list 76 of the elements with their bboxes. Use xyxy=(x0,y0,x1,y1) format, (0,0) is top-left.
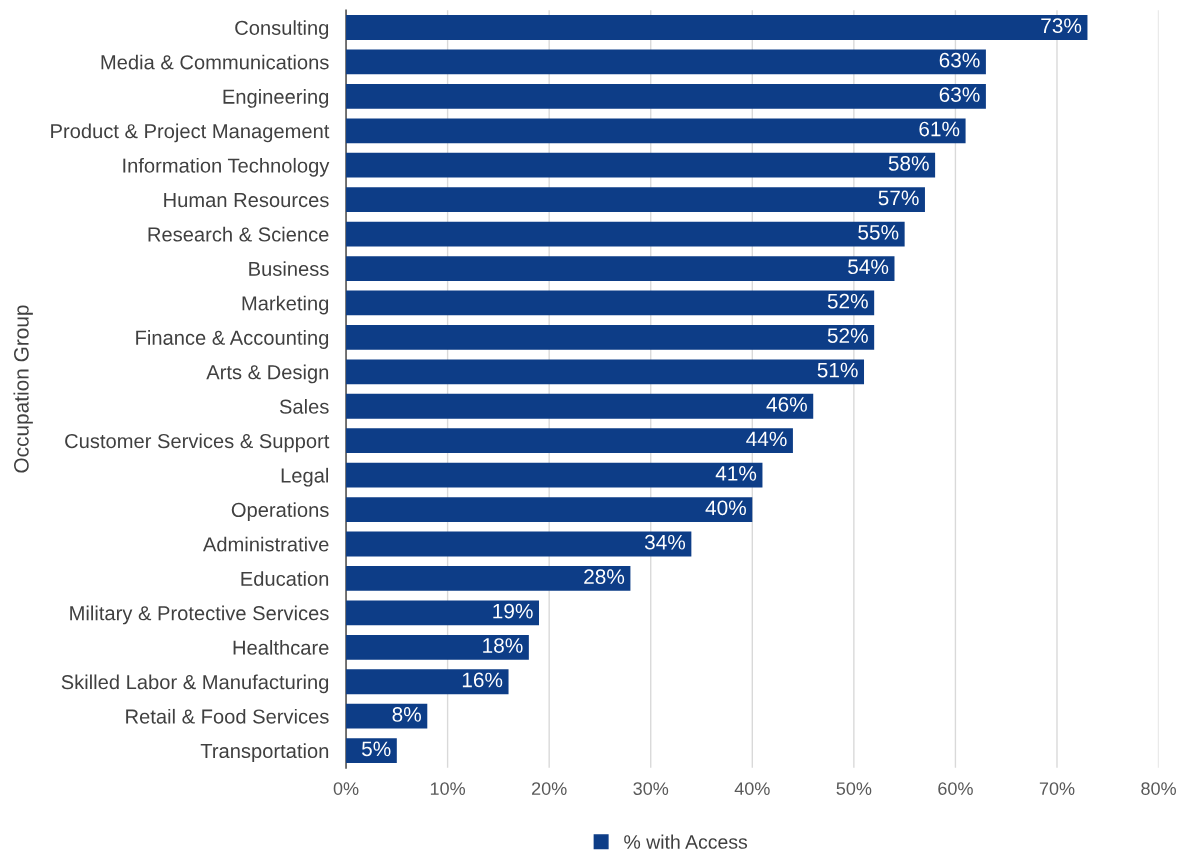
data-label: 16% xyxy=(462,672,503,688)
x-tick-label: 10% xyxy=(430,782,466,795)
bar xyxy=(346,187,925,213)
bar xyxy=(346,428,793,454)
data-label: 5% xyxy=(361,741,391,757)
x-tick-label: 0% xyxy=(333,782,359,795)
x-tick-label: 70% xyxy=(1039,782,1075,795)
bar xyxy=(346,566,631,591)
data-label: 55% xyxy=(858,225,899,240)
y-tick-label: Military & Protective Services xyxy=(70,605,329,625)
x-tick-label: 50% xyxy=(836,782,872,795)
y-tick-label: Sales xyxy=(279,398,329,414)
bar xyxy=(346,359,865,385)
data-label: 46% xyxy=(766,397,807,412)
data-label: 58% xyxy=(888,156,929,171)
bar xyxy=(346,152,936,178)
data-label: 51% xyxy=(817,362,858,378)
data-label: 57% xyxy=(878,190,919,206)
y-tick-label: Finance & Accounting xyxy=(136,330,329,349)
bar xyxy=(346,118,966,144)
data-label: 40% xyxy=(705,500,746,516)
bar xyxy=(346,256,895,281)
y-tick-label: Marketing xyxy=(242,295,329,315)
y-tick-label: Transportation xyxy=(200,743,329,763)
y-tick-label: Research & Science xyxy=(148,226,329,242)
data-label: 54% xyxy=(848,259,889,275)
y-axis-title: Occupation Group xyxy=(13,305,33,473)
y-tick-label: Healthcare xyxy=(233,640,329,655)
bar xyxy=(346,531,692,557)
bar xyxy=(346,290,875,316)
bar xyxy=(346,325,875,350)
y-tick-label: Engineering xyxy=(223,89,329,108)
bar xyxy=(346,462,763,488)
y-tick-label: Product & Project Management xyxy=(51,123,330,143)
y-tick-label: Operations xyxy=(231,502,329,522)
data-label: 52% xyxy=(827,328,868,343)
data-label: 28% xyxy=(584,569,625,585)
bar xyxy=(346,15,1088,40)
y-tick-label: Administrative xyxy=(202,536,329,552)
y-tick-label: Retail & Food Services xyxy=(126,708,329,724)
y-tick-label: Arts & Design xyxy=(206,364,329,384)
y-tick-label: Human Resources xyxy=(164,193,329,208)
data-label: 52% xyxy=(827,293,868,309)
bar xyxy=(346,497,753,522)
y-tick-label: Education xyxy=(241,571,329,586)
y-tick-label: Skilled Labor & Manufacturing xyxy=(61,674,329,694)
data-label: 63% xyxy=(939,87,980,102)
data-label: 61% xyxy=(919,121,960,137)
bar xyxy=(346,703,428,729)
bar xyxy=(346,393,814,419)
bar xyxy=(346,49,986,75)
bar xyxy=(346,669,509,695)
data-label: 19% xyxy=(493,603,533,619)
data-label: 18% xyxy=(483,638,523,653)
x-tick-label: 40% xyxy=(734,782,770,795)
bar xyxy=(346,634,529,660)
y-tick-label: Media & Communications xyxy=(101,54,329,70)
y-tick-label: Information Technology xyxy=(123,157,330,177)
data-label: 41% xyxy=(715,466,757,481)
legend-label: % with Access xyxy=(624,834,748,849)
bar xyxy=(346,600,540,626)
data-label: 63% xyxy=(939,52,980,68)
bar xyxy=(346,221,905,247)
y-tick-label: Customer Services & Support xyxy=(65,433,330,453)
y-tick-label: Business xyxy=(249,261,329,277)
x-tick-label: 20% xyxy=(532,782,567,795)
data-label: 34% xyxy=(644,534,686,550)
y-tick-label: Legal xyxy=(281,467,329,487)
data-label: 73% xyxy=(1041,18,1082,34)
x-tick-label: 60% xyxy=(938,782,973,795)
x-tick-label: 80% xyxy=(1141,782,1176,795)
bar xyxy=(346,83,986,109)
x-tick-label: 30% xyxy=(633,782,669,795)
data-label: 8% xyxy=(392,707,421,722)
data-label: 44% xyxy=(746,431,787,447)
y-tick-label: Consulting xyxy=(235,20,329,39)
